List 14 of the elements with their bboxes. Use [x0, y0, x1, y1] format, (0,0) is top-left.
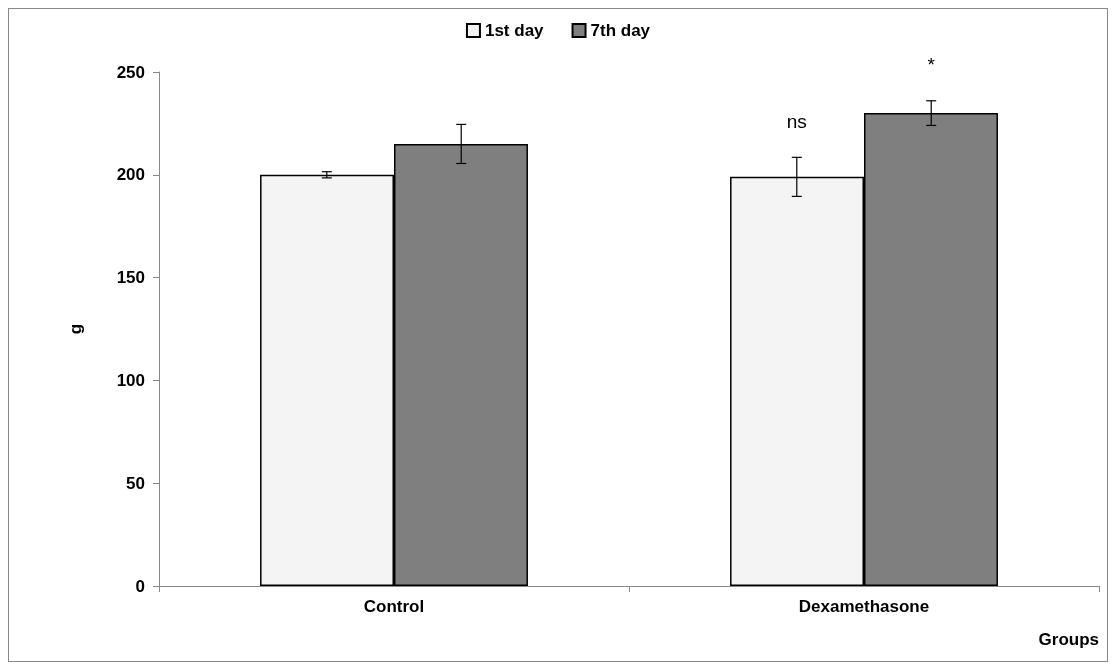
y-tick-label: 50: [126, 473, 145, 493]
annotation: *: [927, 54, 936, 76]
x-tick-label: Control: [363, 597, 425, 616]
legend-label: 1st day: [484, 21, 545, 40]
y-tick-label: 100: [116, 370, 145, 390]
y-tick-label: 200: [116, 165, 145, 185]
y-tick-label: 150: [116, 268, 145, 288]
x-tick-label: Dexamethasone: [798, 597, 930, 616]
y-tick-label: 250: [116, 62, 145, 82]
y-tick-label: 0: [135, 576, 145, 596]
x-axis-title: Groups: [1038, 630, 1099, 649]
legend-label: 7th day: [590, 21, 651, 40]
y-axis-title: g: [66, 323, 85, 335]
annotation: ns: [786, 110, 807, 132]
